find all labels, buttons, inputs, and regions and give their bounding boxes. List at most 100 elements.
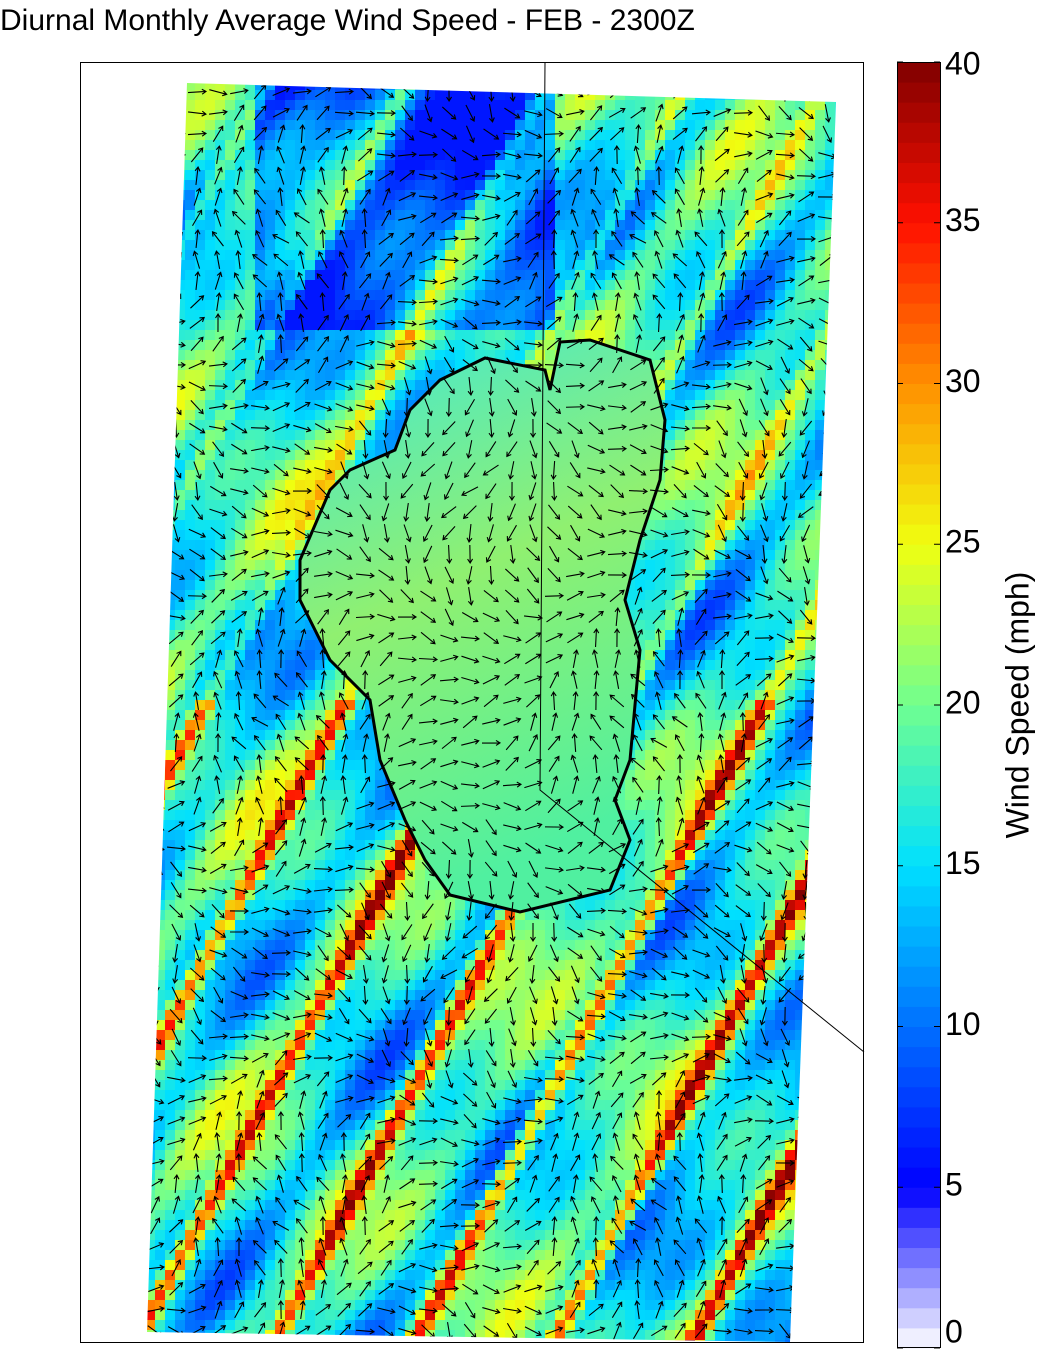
field-cell [395,100,405,110]
field-cell [175,300,185,310]
field-cell [625,180,635,190]
field-cell [355,190,365,200]
field-cell [235,450,245,460]
field-cell [685,180,695,190]
field-cell [725,720,735,730]
field-cell [265,320,275,330]
field-cell [795,700,805,710]
field-cell [685,380,695,390]
field-cell [355,430,365,440]
field-cell [575,260,585,270]
field-cell [205,490,215,500]
field-cell [275,90,285,100]
field-cell [165,690,175,700]
field-cell [805,750,815,760]
field-cell [795,450,805,460]
field-cell [395,410,405,420]
field-cell [275,420,285,430]
field-cell [325,240,335,250]
field-cell [685,590,695,600]
field-cell [655,650,665,660]
field-cell [185,290,195,300]
field-cell [345,240,355,250]
field-cell [785,230,795,240]
field-cell [755,320,765,330]
field-cell [745,220,755,230]
field-cell [175,510,185,520]
field-cell [765,700,775,710]
field-cell [395,420,405,430]
field-cell [265,200,275,210]
field-cell [305,520,315,530]
field-cell [175,730,185,740]
field-cell [465,290,475,300]
field-cell [715,510,725,520]
field-cell [205,500,215,510]
field-cell [775,230,785,240]
field-cell [805,310,815,320]
field-cell [785,720,795,730]
field-cell [315,670,325,680]
field-cell [765,290,775,300]
field-cell [245,580,255,590]
field-cell [375,310,385,320]
field-cell [405,270,415,280]
field-cell [625,300,635,310]
field-cell [205,580,215,590]
field-cell [755,480,765,490]
field-cell [635,680,645,690]
field-cell [575,270,585,280]
field-cell [285,440,295,450]
field-cell [255,620,265,630]
field-cell [755,280,765,290]
field-cell [235,510,245,520]
field-cell [665,140,675,150]
field-cell [275,680,285,690]
field-cell [365,300,375,310]
field-cell [195,570,205,580]
field-cell [615,220,625,230]
field-cell [665,580,675,590]
field-cell [535,260,545,270]
field-cell [335,780,345,790]
field-cell [355,220,365,230]
field-cell [395,350,405,360]
field-cell [205,750,215,760]
field-cell [355,210,365,220]
field-cell [725,290,735,300]
field-cell [695,650,705,660]
field-cell [735,550,745,560]
field-cell [315,90,325,100]
field-cell [715,130,725,140]
field-cell [805,120,815,130]
field-cell [735,280,745,290]
field-cell [215,480,225,490]
field-cell [395,240,405,250]
field-cell [245,150,255,160]
field-cell [235,420,245,430]
field-cell [485,230,495,240]
field-cell [755,170,765,180]
field-cell [665,220,675,230]
field-cell [785,580,795,590]
field-cell [235,360,245,370]
field-cell [215,90,225,100]
field-cell [675,600,685,610]
field-cell [715,600,725,610]
field-cell [205,470,215,480]
field-cell [795,150,805,160]
field-cell [215,630,225,640]
field-cell [325,380,335,390]
field-cell [705,390,715,400]
field-cell [695,240,705,250]
field-cell [805,690,815,700]
field-cell [365,410,375,420]
field-cell [195,410,205,420]
field-cell [375,130,385,140]
field-cell [235,670,245,680]
field-cell [735,250,745,260]
field-cell [715,120,725,130]
field-cell [705,640,715,650]
field-cell [555,210,565,220]
field-cell [285,150,295,160]
